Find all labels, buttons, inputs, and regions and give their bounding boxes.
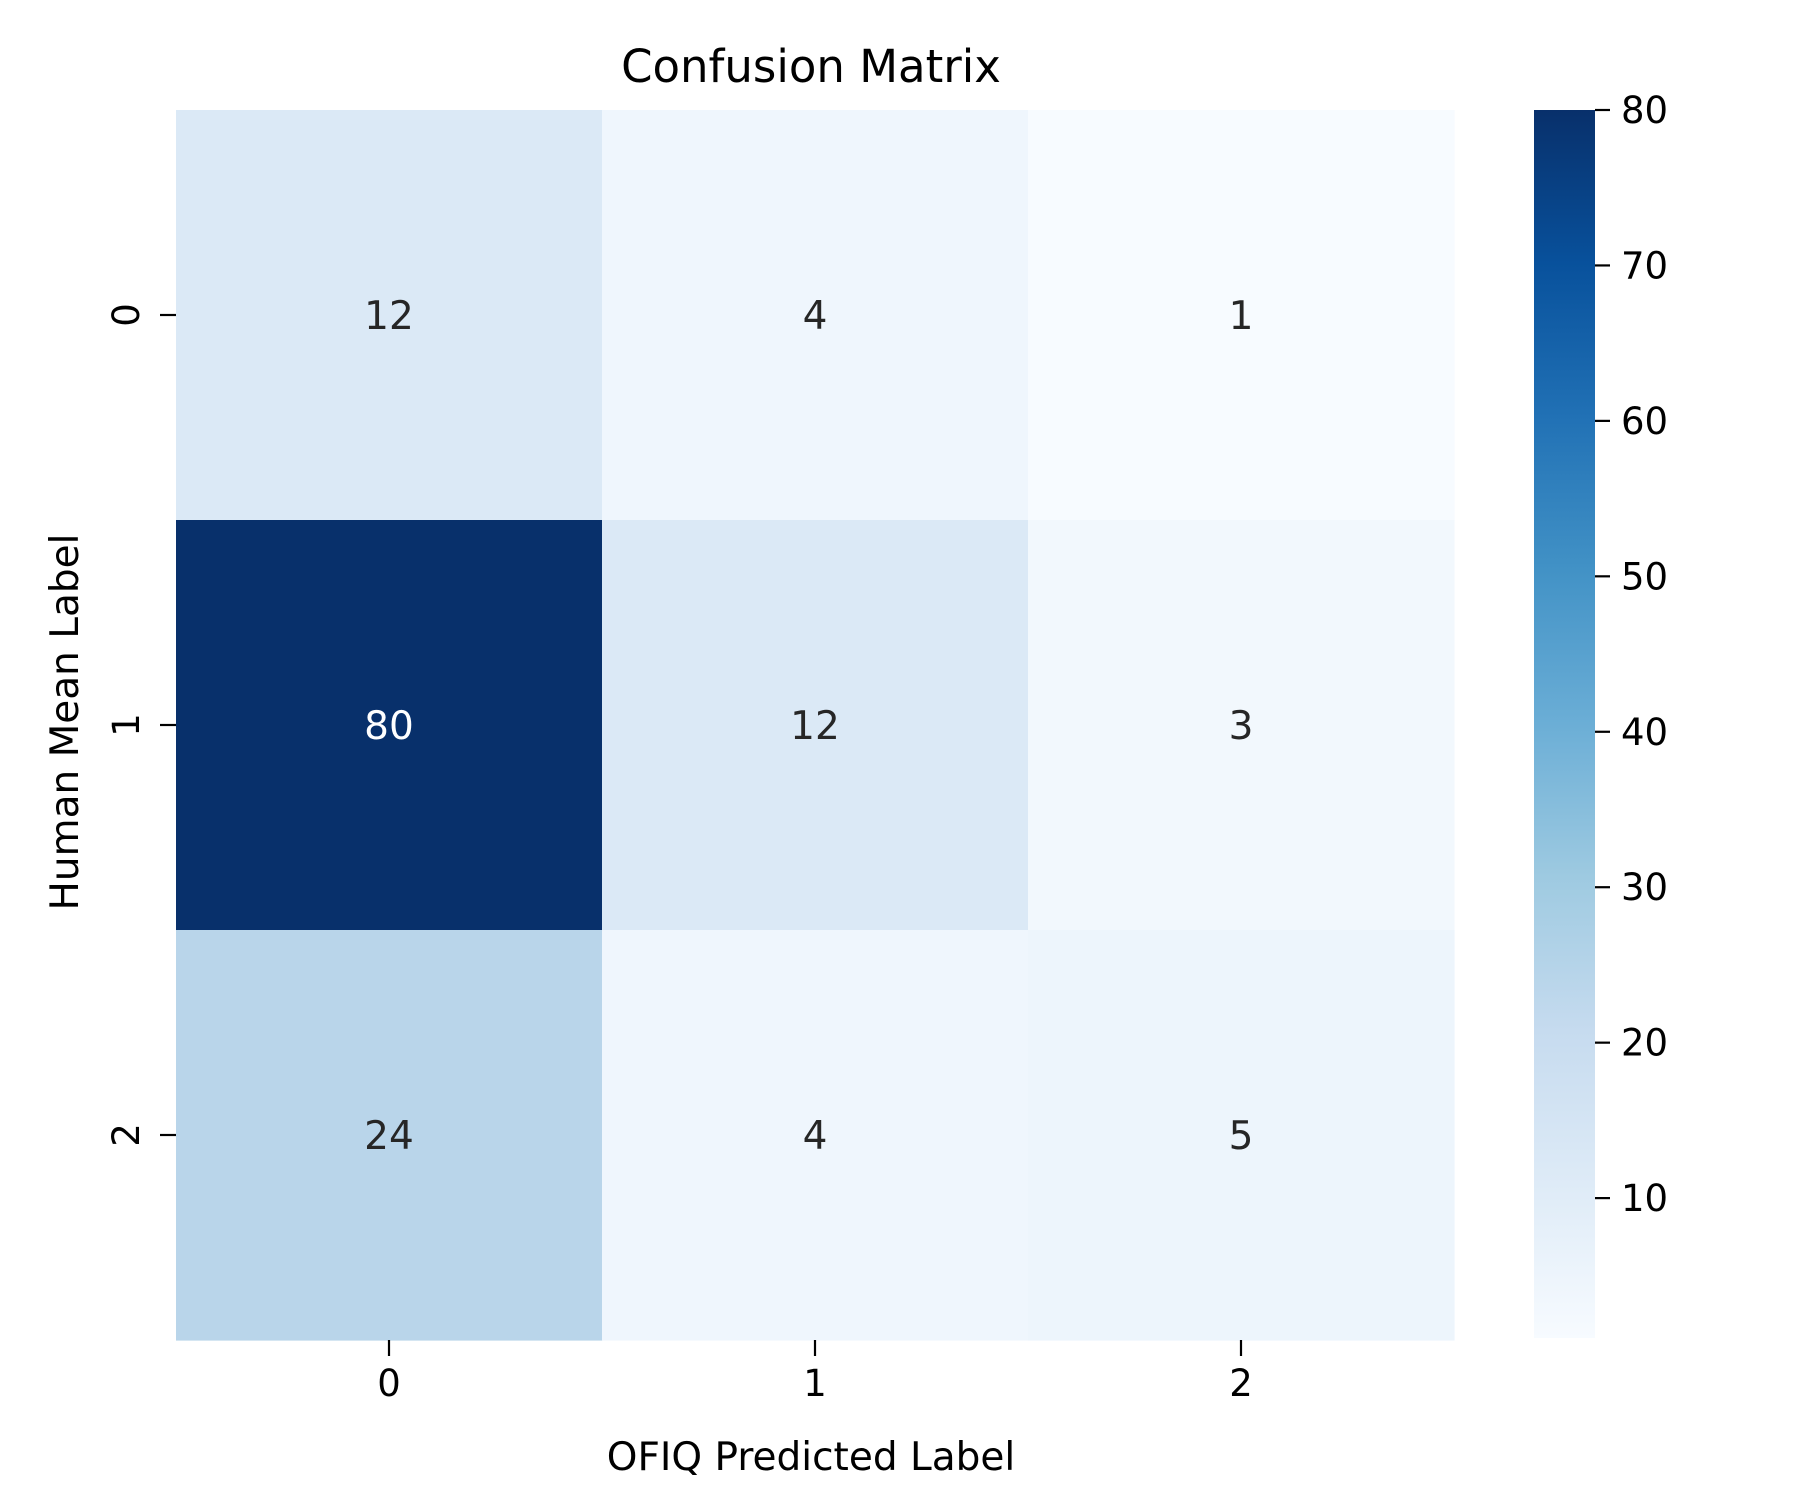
cell-value-label: 24 [364,1114,414,1159]
colorbar-tick-label: 30 [1621,866,1668,909]
heatmap-annotations: 12 4 180 12 324 4 5 [364,294,1253,1159]
cell-value-label: 1 [1229,294,1254,339]
colorbar-tick-label: 40 [1621,711,1668,754]
heatmap-cell-r0-c0 [176,110,603,521]
colorbar-gradient [1534,110,1595,1338]
y-tick-label: 0 [105,303,148,327]
colorbar: 10 20 30 40 50 60 70 80 [1534,89,1668,1338]
colorbar-tick-label: 60 [1621,400,1668,443]
x-axis-label: OFIQ Predicted Label [607,1435,1015,1480]
heatmap-cells [176,110,1455,1341]
cell-value-label: 5 [1229,1114,1254,1159]
heatmap-cell-r1-c2 [1028,520,1455,931]
heatmap-cell-r2-c2 [1028,930,1455,1341]
heatmap-cell-r1-c0 [176,520,603,931]
heatmap-cell-r2-c0 [176,930,603,1341]
cell-value-label: 12 [790,704,840,749]
y-tick-label: 1 [105,713,148,737]
y-tick-label: 2 [105,1123,148,1147]
colorbar-tick-label: 70 [1621,244,1668,287]
heatmap-cell-r0-c2 [1028,110,1455,521]
cell-value-label: 3 [1229,704,1254,749]
x-tick-label: 0 [377,1362,401,1405]
x-tick-label: 2 [1229,1362,1253,1405]
y-axis: 0 1 2 [105,303,176,1147]
heatmap-cell-r1-c1 [602,520,1029,931]
x-tick-label: 1 [803,1362,827,1405]
colorbar-tick-label: 50 [1621,555,1668,598]
heatmap-cell-r0-c1 [602,110,1029,521]
cell-value-label: 4 [803,294,828,339]
y-axis-label: Human Mean Label [43,534,88,911]
chart-title: Confusion Matrix [621,40,1001,93]
cell-value-label: 4 [803,1114,828,1159]
cell-value-label: 12 [364,294,414,339]
cell-value-label: 80 [364,704,414,749]
colorbar-tick-label: 20 [1621,1022,1668,1065]
colorbar-tick-label: 10 [1621,1177,1668,1220]
colorbar-tick-label: 80 [1621,89,1668,132]
x-axis: 0 1 2 [377,1340,1253,1405]
heatmap-cell-r2-c1 [602,930,1029,1341]
